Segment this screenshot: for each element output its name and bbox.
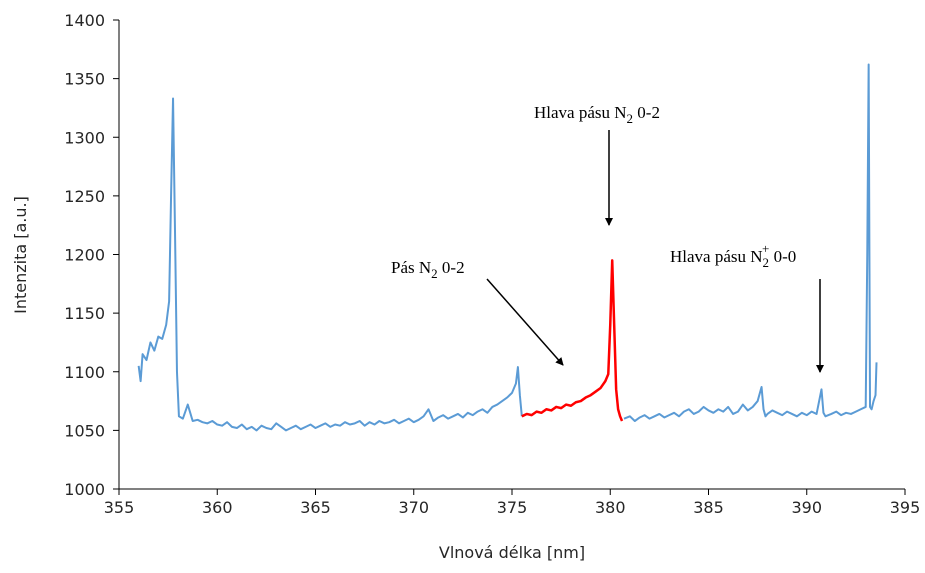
x-tick-label: 395 [890, 498, 921, 517]
y-tick-label: 1150 [64, 304, 105, 323]
x-axis-label: Vlnová délka [nm] [439, 543, 585, 562]
annotation: Pás N2 0-2 [391, 258, 465, 281]
annotation-text: 0-0 [769, 247, 796, 266]
annotation-text: Pás N [391, 258, 431, 277]
annotation-arrow [486, 278, 564, 366]
annotation-sup: + [762, 241, 769, 256]
annotation-text: 0-2 [633, 103, 660, 122]
annotation-text: Hlava pásu N [670, 247, 763, 266]
x-tick-label: 360 [202, 498, 233, 517]
y-tick-label: 1100 [64, 363, 105, 382]
annotation-text: Hlava pásu N [534, 103, 627, 122]
x-tick-label: 370 [398, 498, 429, 517]
y-tick-label: 1250 [64, 187, 105, 206]
x-tick-label: 385 [693, 498, 724, 517]
y-tick-label: 1000 [64, 480, 105, 499]
y-tick-label: 1300 [64, 128, 105, 147]
y-axis-label: Intenzita [a.u.] [11, 196, 30, 314]
x-tick-label: 355 [104, 498, 135, 517]
y-tick-label: 1200 [64, 246, 105, 265]
y-tick-label: 1050 [64, 421, 105, 440]
annotation-sub: 2 [627, 111, 634, 126]
annotation-text: 0-2 [438, 258, 465, 277]
annotation: Hlava pásu N2 0-2 [534, 103, 660, 126]
y-tick-label: 1350 [64, 70, 105, 89]
x-tick-label: 390 [791, 498, 822, 517]
annotation: Hlava pásu N2+ 0-0 [670, 241, 796, 270]
annotation-sub: 2 [431, 266, 438, 281]
x-tick-label: 375 [497, 498, 528, 517]
series-line [521, 259, 624, 422]
x-tick-label: 365 [300, 498, 331, 517]
series-line [137, 63, 878, 432]
annotation-sub: 2 [763, 255, 770, 270]
y-tick-label: 1400 [64, 11, 105, 30]
x-tick-label: 380 [595, 498, 626, 517]
